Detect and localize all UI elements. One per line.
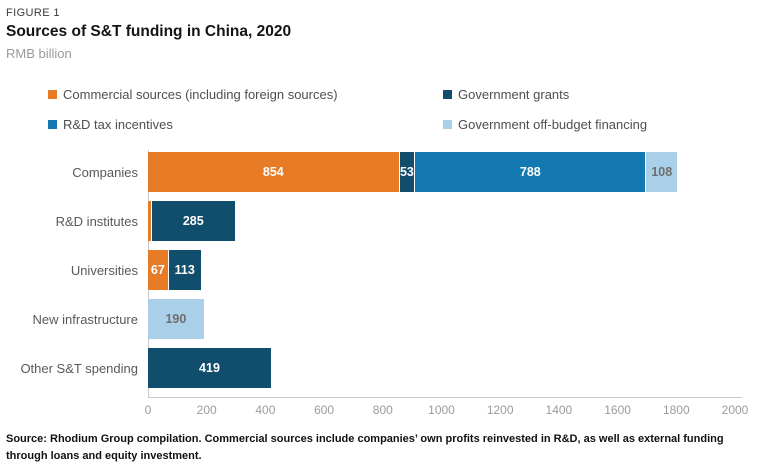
bar-segment-grants: 285 — [150, 201, 235, 241]
bar-track: 419 — [148, 348, 735, 388]
bar-value-label: 108 — [651, 165, 673, 179]
bar-row: Universities 67 113 — [0, 250, 777, 290]
chart-header: FIGURE 1 Sources of S&T funding in China… — [6, 7, 291, 61]
bar-track: 190 — [148, 299, 735, 339]
bar-segment-commercial: 67 — [148, 250, 168, 290]
legend-label: Government off-budget financing — [458, 117, 648, 132]
x-tick-label: 2000 — [721, 403, 749, 417]
x-tick-label: 600 — [314, 403, 335, 417]
legend-item: R&D tax incentives — [48, 117, 443, 132]
x-tick-label: 1800 — [662, 403, 690, 417]
bar-segment-commercial: 854 — [148, 152, 399, 192]
bar-value-label: 190 — [165, 312, 187, 326]
source-note: Source: Rhodium Group compilation. Comme… — [6, 433, 724, 462]
bar-segment-grants: 113 — [167, 250, 201, 290]
category-label: New infrastructure — [32, 311, 138, 327]
bar-row: R&D institutes 285 — [0, 201, 777, 241]
bar-track: 67 113 — [148, 250, 735, 290]
legend-item: Commercial sources (including foreign so… — [48, 87, 443, 102]
bar-value-label: 53 — [399, 165, 414, 179]
category-label: Companies — [72, 164, 138, 180]
legend-label: R&D tax incentives — [63, 117, 173, 132]
bar-value-label: 67 — [150, 263, 165, 277]
bar-row: Other S&T spending 419 — [0, 348, 777, 388]
legend-label: Government grants — [458, 87, 570, 102]
bar-row: Companies 854 53 788 108 — [0, 152, 777, 192]
bar-segment-grants: 419 — [148, 348, 271, 388]
legend-swatch-commercial — [48, 90, 57, 99]
bar-value-label: 113 — [174, 263, 195, 277]
x-tick-label: 200 — [196, 403, 217, 417]
bar-segment-tax_incentives: 788 — [414, 152, 646, 192]
legend-swatch-grants — [443, 90, 452, 99]
bar-segment-grants: 53 — [398, 152, 415, 192]
x-tick-label: 1400 — [545, 403, 573, 417]
x-axis-line — [148, 397, 742, 398]
bar-row: New infrastructure 190 — [0, 299, 777, 339]
plot-area: Companies 854 53 788 108 R&D institutes 285 Uni… — [0, 152, 777, 397]
legend-item: Government off-budget financing — [443, 117, 647, 132]
chart-title: Sources of S&T funding in China, 2020 — [6, 23, 292, 40]
bar-track: 854 53 788 108 — [148, 152, 735, 192]
x-tick-label: 1000 — [428, 403, 455, 417]
chart-subtitle: RMB billion — [6, 46, 72, 61]
bar-value-label: 285 — [182, 214, 204, 228]
category-label: Other S&T spending — [20, 360, 138, 376]
category-label: R&D institutes — [55, 213, 138, 229]
legend-item: Government grants — [443, 87, 647, 102]
bar-track: 285 — [148, 201, 735, 241]
bar-segment-off_budget: 108 — [645, 152, 678, 192]
legend-swatch-tax_incentives — [48, 120, 57, 129]
bar-value-label: 854 — [262, 165, 284, 179]
x-axis: 0 200 400 600 800 1000 1200 1400 1600 1800 2000 — [144, 403, 749, 419]
x-tick-label: 400 — [255, 403, 276, 417]
figure-label: FIGURE 1 — [6, 7, 60, 19]
legend: Commercial sources (including foreign so… — [48, 87, 647, 132]
x-tick-label: 1600 — [604, 403, 631, 417]
bar-segment-commercial — [148, 201, 151, 241]
category-label: Universities — [70, 262, 138, 278]
legend-swatch-off_budget — [443, 120, 452, 129]
legend-label: Commercial sources (including foreign so… — [63, 87, 338, 102]
x-tick-label: 0 — [144, 403, 152, 417]
bar-segment-off_budget: 190 — [148, 299, 204, 339]
bar-value-label: 419 — [199, 361, 220, 375]
bar-value-label: 788 — [519, 165, 541, 179]
x-tick-label: 1200 — [486, 403, 514, 417]
x-tick-label: 800 — [372, 403, 393, 417]
